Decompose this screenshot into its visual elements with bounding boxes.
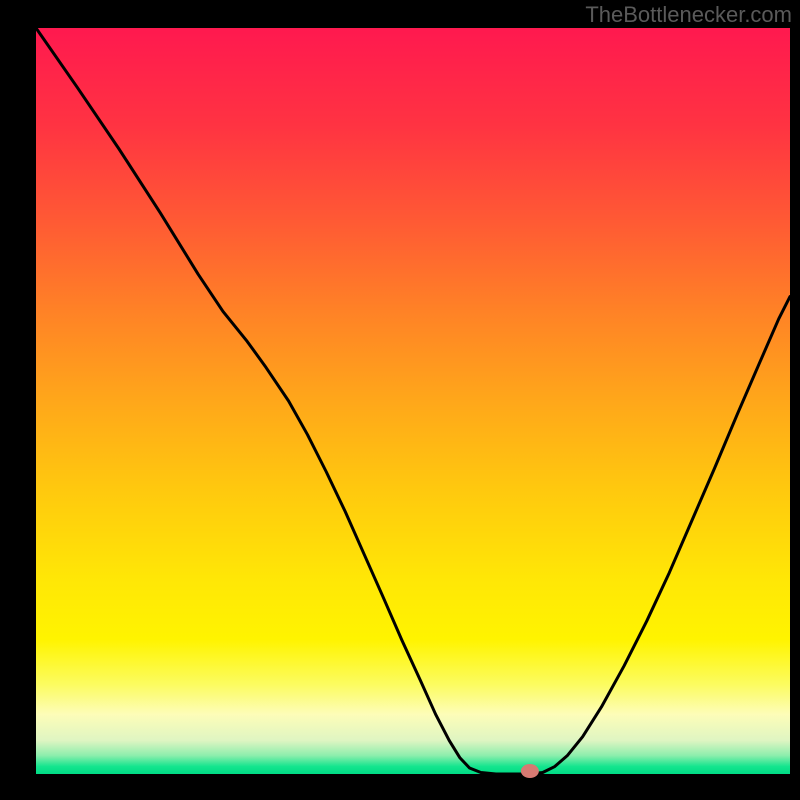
bottleneck-chart: [0, 0, 800, 800]
chart-container: TheBottlenecker.com: [0, 0, 800, 800]
watermark-text: TheBottlenecker.com: [585, 2, 792, 28]
optimal-point-marker: [521, 764, 539, 778]
